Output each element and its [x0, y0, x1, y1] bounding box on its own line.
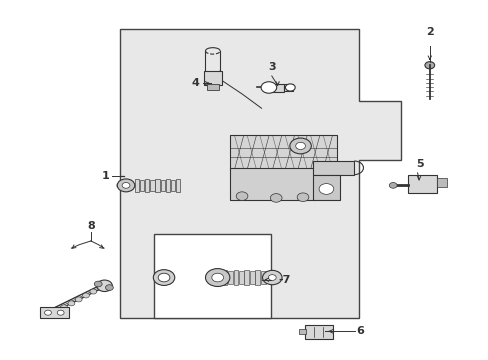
- Circle shape: [44, 310, 51, 315]
- Circle shape: [205, 269, 229, 287]
- Bar: [229, 168, 315, 200]
- Circle shape: [289, 138, 311, 154]
- Text: 3: 3: [267, 62, 275, 72]
- Circle shape: [319, 184, 333, 194]
- Bar: [249, 271, 254, 284]
- Bar: [155, 179, 160, 192]
- Bar: [312, 175, 339, 200]
- Circle shape: [268, 275, 276, 280]
- Bar: [436, 178, 446, 187]
- Text: -7: -7: [278, 275, 290, 285]
- Circle shape: [68, 301, 75, 306]
- Bar: [176, 179, 180, 192]
- Circle shape: [90, 289, 97, 294]
- Text: 6: 6: [356, 326, 364, 336]
- Circle shape: [97, 280, 112, 292]
- Bar: [206, 84, 218, 90]
- Bar: [170, 180, 175, 191]
- Circle shape: [297, 193, 308, 202]
- Bar: [305, 325, 332, 339]
- Bar: [165, 179, 170, 192]
- Bar: [40, 307, 69, 318]
- Bar: [239, 271, 243, 284]
- Circle shape: [153, 270, 174, 285]
- Bar: [160, 180, 164, 191]
- Bar: [233, 270, 238, 285]
- Bar: [299, 329, 305, 334]
- Text: 8: 8: [87, 221, 95, 231]
- Bar: [261, 271, 265, 284]
- Bar: [255, 270, 260, 285]
- Bar: [135, 179, 139, 192]
- Bar: [145, 179, 149, 192]
- Text: 5: 5: [415, 159, 423, 169]
- Bar: [407, 175, 436, 193]
- Circle shape: [261, 82, 276, 93]
- Bar: [150, 180, 154, 191]
- Circle shape: [105, 285, 113, 291]
- Bar: [222, 270, 227, 285]
- Circle shape: [270, 194, 282, 202]
- Bar: [244, 270, 249, 285]
- Bar: [203, 71, 221, 85]
- Bar: [140, 180, 144, 191]
- Circle shape: [82, 293, 89, 298]
- Bar: [264, 84, 284, 92]
- Circle shape: [94, 281, 102, 287]
- Text: 2: 2: [425, 27, 433, 37]
- Bar: [229, 135, 336, 169]
- Circle shape: [57, 310, 64, 315]
- Circle shape: [262, 270, 282, 285]
- Circle shape: [122, 183, 130, 188]
- Bar: [154, 234, 271, 318]
- Polygon shape: [120, 30, 400, 318]
- Bar: [312, 161, 353, 175]
- Circle shape: [236, 192, 247, 201]
- Circle shape: [285, 84, 295, 91]
- Bar: [284, 84, 293, 91]
- Circle shape: [117, 179, 135, 192]
- Circle shape: [388, 183, 396, 188]
- Text: 1: 1: [101, 171, 109, 181]
- Text: 4: 4: [191, 78, 199, 88]
- Circle shape: [61, 305, 67, 310]
- Circle shape: [211, 273, 223, 282]
- Circle shape: [75, 297, 82, 302]
- Circle shape: [295, 142, 305, 149]
- Bar: [227, 271, 232, 284]
- Circle shape: [424, 62, 434, 69]
- Circle shape: [158, 273, 169, 282]
